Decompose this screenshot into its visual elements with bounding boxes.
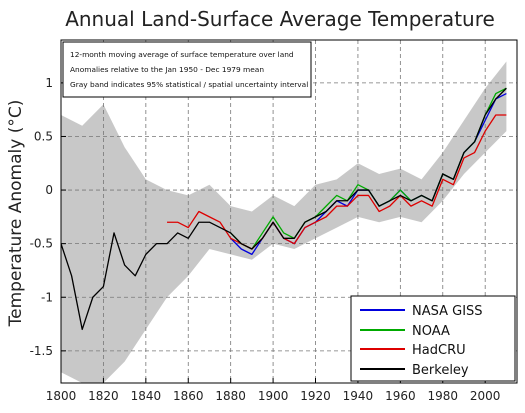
x-tick-label: 1880 <box>215 389 246 403</box>
x-tick-label: 2000 <box>470 389 501 403</box>
annotation-line: 12-month moving average of surface tempe… <box>70 50 294 59</box>
legend-item: NASA GISS <box>360 304 483 319</box>
x-tick-label: 1980 <box>427 389 458 403</box>
legend-label: NASA GISS <box>412 304 483 319</box>
x-tick-label: 1940 <box>343 389 374 403</box>
uncertainty-band <box>61 61 507 383</box>
x-tick-label: 1840 <box>131 389 162 403</box>
tick-layer: 1800 1820 1840 1860 1880 1900 1920 1940 1960 1980… <box>30 76 501 403</box>
annotation-line: Gray band indicates 95% statistical / sp… <box>70 80 308 89</box>
plot-frame <box>60 39 518 384</box>
y-axis-label: Temperature Anomaly (°C) <box>6 100 26 328</box>
legend-label: NOAA <box>412 324 450 339</box>
y-tick-label: -1.5 <box>30 344 53 358</box>
legend-item: HadCRU <box>360 343 466 358</box>
chart-title: Annual Land-Surface Average Temperature <box>65 7 495 31</box>
annotation-box: 12-month moving average of surface tempe… <box>62 41 312 98</box>
x-tick-label: 1960 <box>385 389 416 403</box>
x-tick-label: 1800 <box>46 389 77 403</box>
annotation-line: Anomalies relative to the Jan 1950 - Dec… <box>70 65 264 74</box>
legend-label: Berkeley <box>412 363 469 378</box>
x-tick-label: 1900 <box>258 389 289 403</box>
y-tick-label: 0 <box>45 183 53 197</box>
y-tick-label: 0.5 <box>34 129 53 143</box>
legend: NASA GISS NOAA HadCRU Berkeley <box>350 295 516 382</box>
uncertainty-band-layer <box>61 61 507 383</box>
y-tick-label: 1 <box>45 76 53 90</box>
legend-item: Berkeley <box>360 363 469 378</box>
x-tick-label: 1860 <box>173 389 204 403</box>
y-tick-label: -1 <box>41 290 53 304</box>
legend-item: NOAA <box>360 324 450 339</box>
y-tick-label: -0.5 <box>30 237 53 251</box>
legend-label: HadCRU <box>412 343 466 358</box>
x-tick-label: 1920 <box>300 389 331 403</box>
series-layer <box>60 87 507 331</box>
series-line <box>60 87 507 331</box>
x-tick-label: 1820 <box>88 389 119 403</box>
series-line <box>167 114 507 250</box>
